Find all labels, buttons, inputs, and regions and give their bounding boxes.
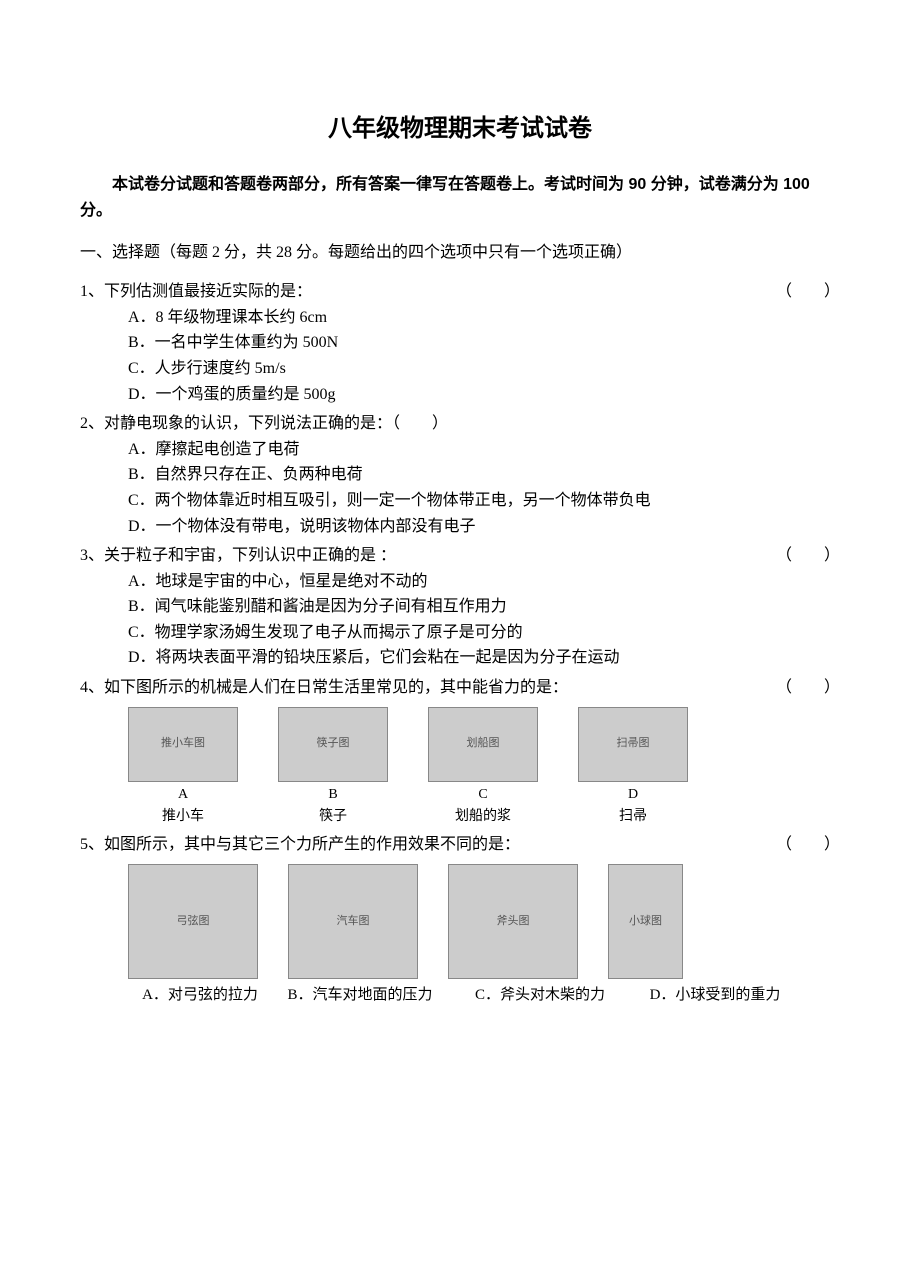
answer-paren: （ ） bbox=[776, 279, 840, 305]
q5-caption-d: D．小球受到的重力 bbox=[635, 983, 795, 1007]
question-4: 4、如下图所示的机械是人们在日常生活里常见的，其中能省力的是： （ ） 推小车图… bbox=[80, 675, 840, 828]
question-5: 5、如图所示，其中与其它三个力所产生的作用效果不同的是： （ ） 弓弦图 汽车图… bbox=[80, 832, 840, 1007]
exam-instructions: 本试卷分试题和答题卷两部分，所有答案一律写在答题卷上。考试时间为 90 分钟，试… bbox=[80, 172, 840, 223]
q4-caption-row: 推小车 筷子 划船的浆 扫帚 bbox=[80, 806, 840, 828]
q2-opt-b: B．自然界只存在正、负两种电荷 bbox=[128, 462, 840, 488]
q4-letter-c: C bbox=[428, 784, 538, 806]
q1-opt-c: C．人步行速度约 5m/s bbox=[128, 356, 840, 382]
q1-opt-d: D．一个鸡蛋的质量约是 500g bbox=[128, 382, 840, 408]
q3-opt-c: C．物理学家汤姆生发现了电子从而揭示了原子是可分的 bbox=[128, 620, 840, 646]
q1-stem: 1、下列估测值最接近实际的是： bbox=[80, 279, 776, 305]
q5-image-b: 汽车图 bbox=[288, 864, 418, 979]
q5-caption-row: A．对弓弦的拉力 B．汽车对地面的压力 C．斧头对木柴的力 D．小球受到的重力 bbox=[80, 983, 840, 1007]
q2-stem: 2、对静电现象的认识，下列说法正确的是：（ ） bbox=[80, 411, 840, 437]
q5-image-a: 弓弦图 bbox=[128, 864, 258, 979]
q1-opt-b: B．一名中学生体重约为 500N bbox=[128, 330, 840, 356]
question-3: 3、关于粒子和宇宙，下列认识中正确的是 ： （ ） A．地球是宇宙的中心，恒星是… bbox=[80, 543, 840, 671]
q5-image-d: 小球图 bbox=[608, 864, 683, 979]
q4-image-b: 筷子图 bbox=[278, 707, 388, 782]
q4-stem: 4、如下图所示的机械是人们在日常生活里常见的，其中能省力的是： bbox=[80, 675, 776, 701]
q4-caption-b: 筷子 bbox=[278, 806, 388, 828]
page-title: 八年级物理期末考试试卷 bbox=[80, 110, 840, 148]
q4-caption-c: 划船的浆 bbox=[428, 806, 538, 828]
q4-image-row: 推小车图 筷子图 划船图 扫帚图 bbox=[80, 707, 840, 782]
section-1-heading: 一、选择题（每题 2 分，共 28 分。每题给出的四个选项中只有一个选项正确） bbox=[80, 240, 840, 266]
q3-opt-a: A．地球是宇宙的中心，恒星是绝对不动的 bbox=[128, 569, 840, 595]
q2-opt-c: C．两个物体靠近时相互吸引，则一定一个物体带正电，另一个物体带负电 bbox=[128, 488, 840, 514]
q4-image-d: 扫帚图 bbox=[578, 707, 688, 782]
q5-image-c: 斧头图 bbox=[448, 864, 578, 979]
q3-opt-b: B．闻气味能鉴别醋和酱油是因为分子间有相互作用力 bbox=[128, 594, 840, 620]
q3-stem: 3、关于粒子和宇宙，下列认识中正确的是 ： bbox=[80, 543, 776, 569]
q4-image-a: 推小车图 bbox=[128, 707, 238, 782]
q4-letter-a: A bbox=[128, 784, 238, 806]
answer-paren: （ ） bbox=[776, 675, 840, 701]
q5-image-row: 弓弦图 汽车图 斧头图 小球图 bbox=[80, 864, 840, 979]
answer-paren: （ ） bbox=[776, 832, 840, 858]
q2-opt-a: A．摩擦起电创造了电荷 bbox=[128, 437, 840, 463]
question-2: 2、对静电现象的认识，下列说法正确的是：（ ） A．摩擦起电创造了电荷 B．自然… bbox=[80, 411, 840, 539]
q4-letter-d: D bbox=[578, 784, 688, 806]
q5-caption-b: B．汽车对地面的压力 bbox=[275, 983, 445, 1007]
q4-letter-row: A B C D bbox=[80, 784, 840, 806]
q5-caption-c: C．斧头对木柴的力 bbox=[445, 983, 635, 1007]
q4-letter-b: B bbox=[278, 784, 388, 806]
q4-image-c: 划船图 bbox=[428, 707, 538, 782]
q5-stem: 5、如图所示，其中与其它三个力所产生的作用效果不同的是： bbox=[80, 832, 776, 858]
q1-opt-a: A．8 年级物理课本长约 6cm bbox=[128, 305, 840, 331]
q4-caption-a: 推小车 bbox=[128, 806, 238, 828]
answer-paren: （ ） bbox=[776, 543, 840, 569]
q5-caption-a: A．对弓弦的拉力 bbox=[125, 983, 275, 1007]
q4-caption-d: 扫帚 bbox=[578, 806, 688, 828]
q2-opt-d: D．一个物体没有带电，说明该物体内部没有电子 bbox=[128, 514, 840, 540]
question-1: 1、下列估测值最接近实际的是： （ ） A．8 年级物理课本长约 6cm B．一… bbox=[80, 279, 840, 407]
q3-opt-d: D．将两块表面平滑的铅块压紧后，它们会粘在一起是因为分子在运动 bbox=[128, 645, 840, 671]
